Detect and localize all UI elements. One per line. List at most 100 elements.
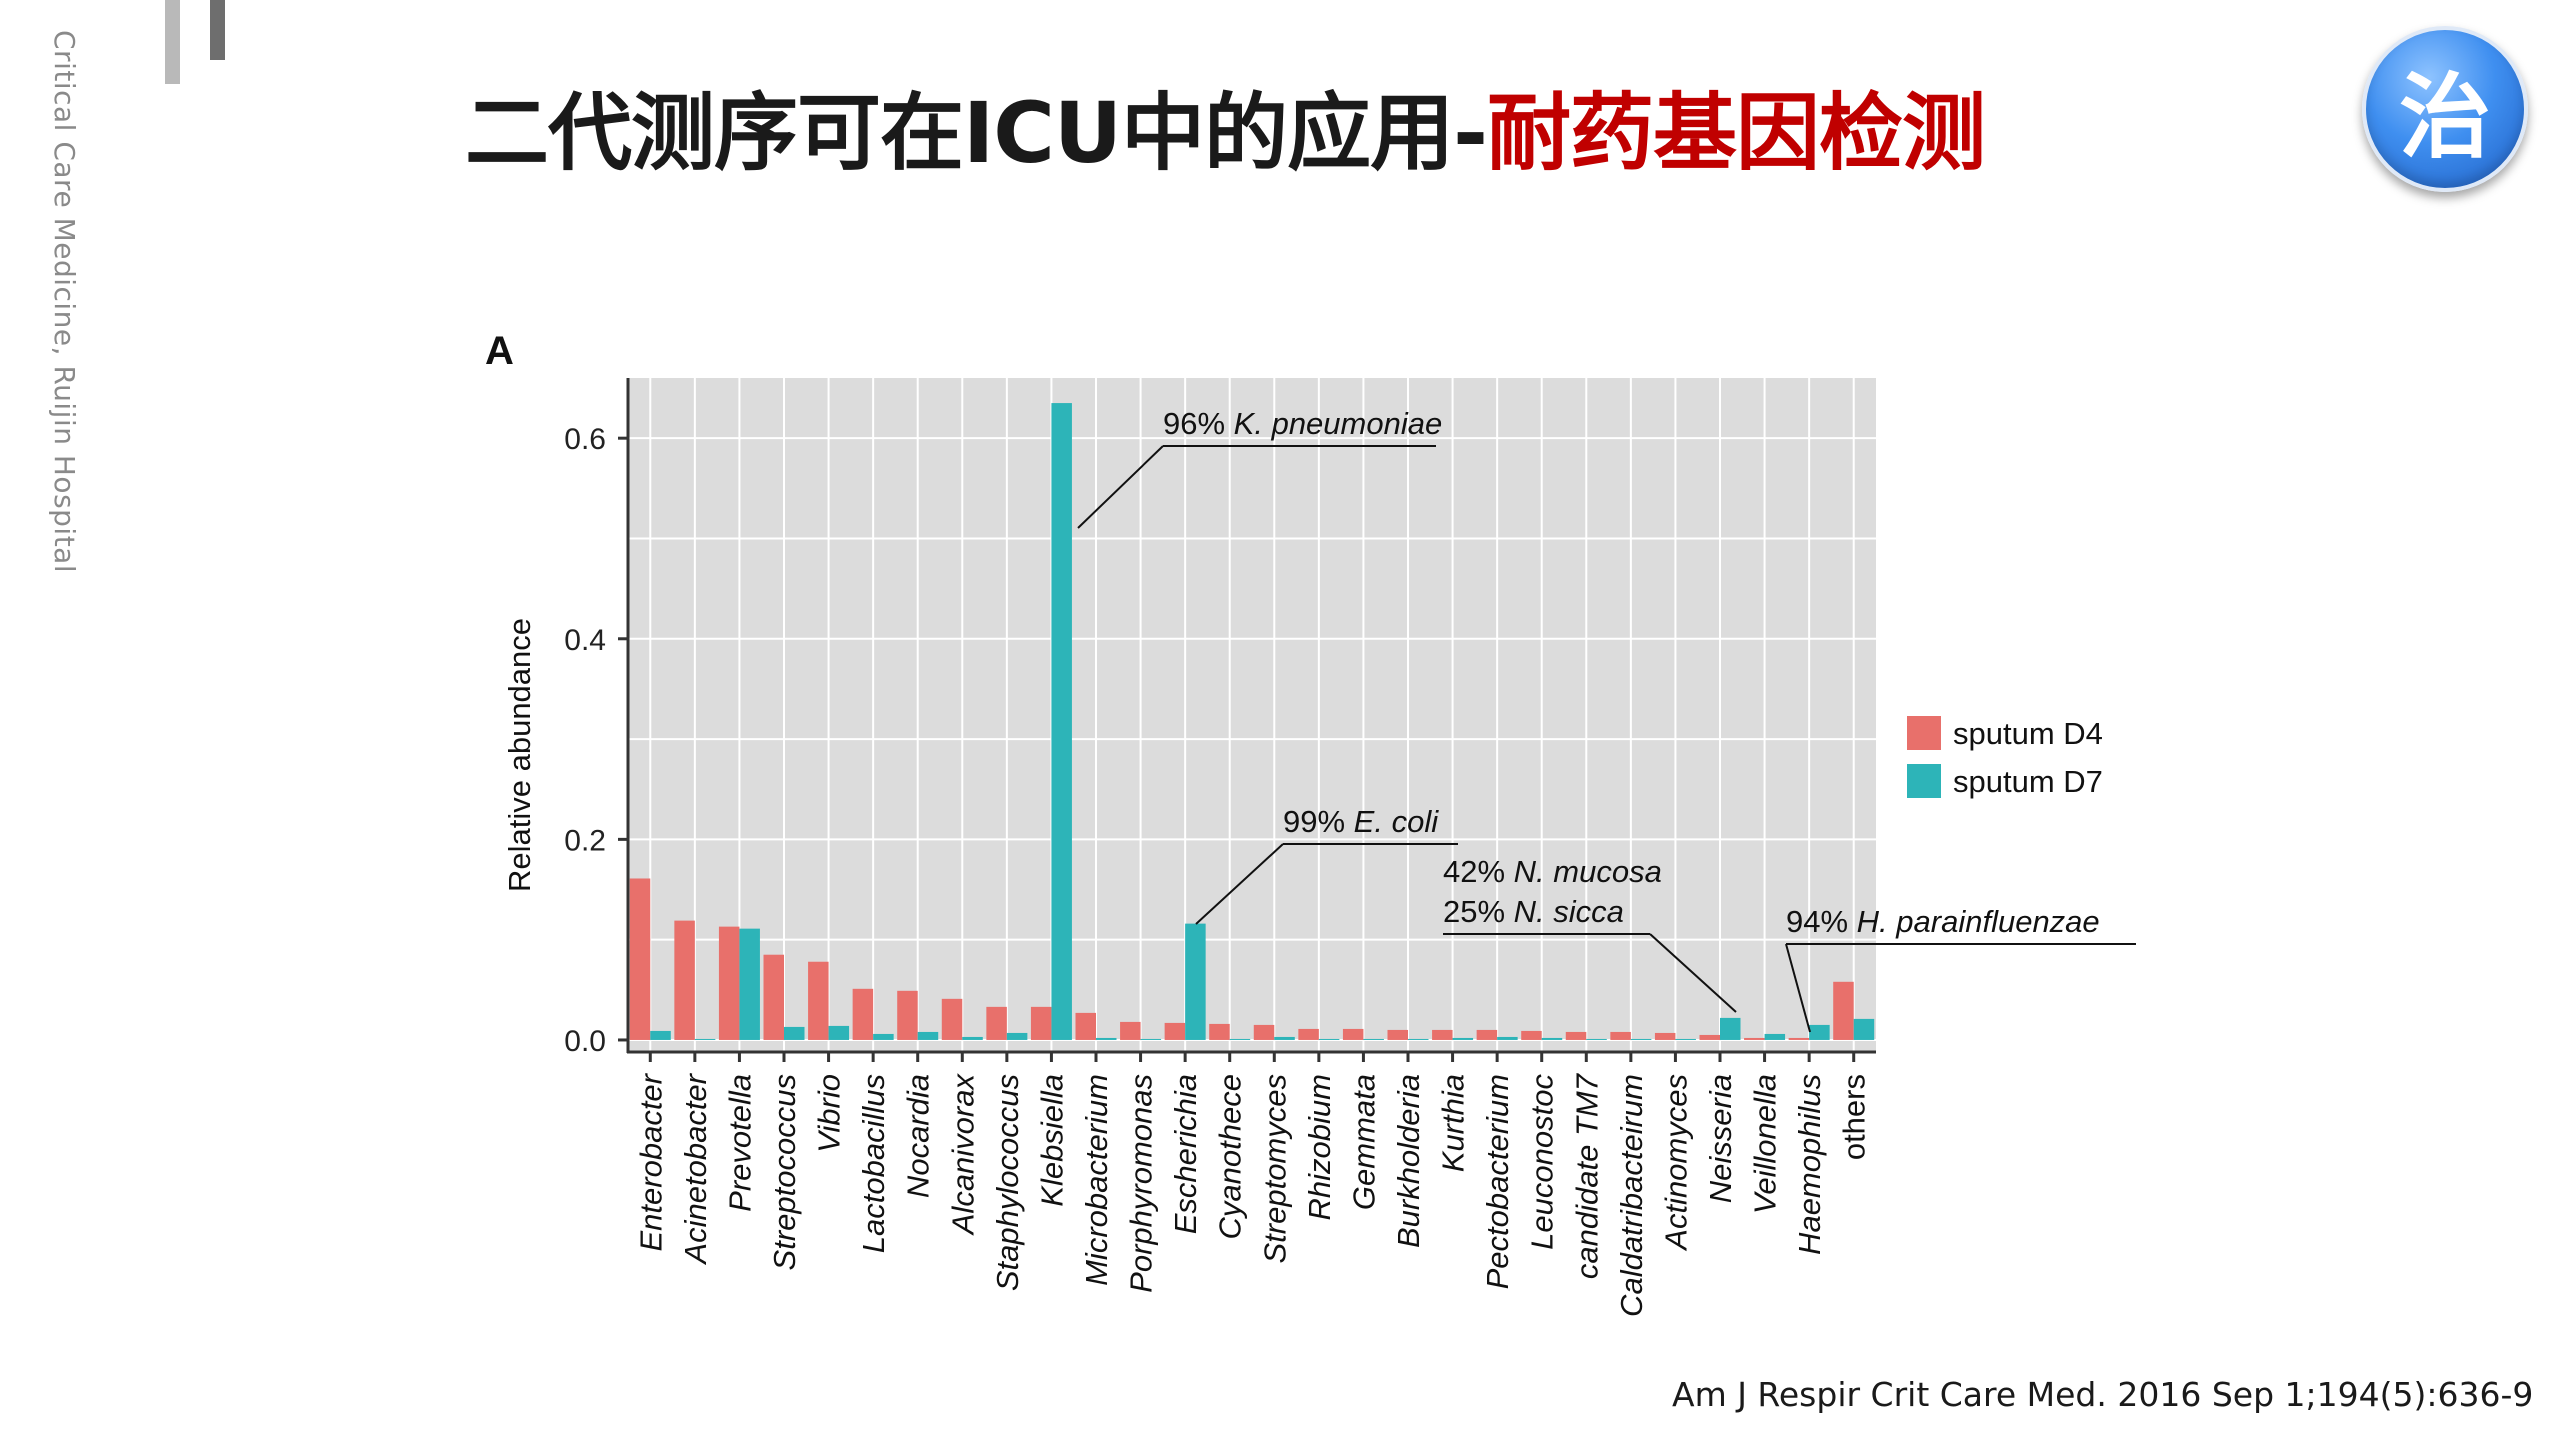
bar-d4-nocardia <box>897 990 918 1040</box>
y-tick-label: 0.0 <box>564 1025 606 1058</box>
x-tick-label: Kurthia <box>1436 1074 1471 1172</box>
annotation-text: 42% N. mucosa <box>1443 854 1662 889</box>
bar-d4-cyanothece <box>1209 1023 1230 1040</box>
bar-d7-lactobacillus <box>873 1033 894 1040</box>
bar-d7-streptomyces <box>1274 1036 1295 1040</box>
bar-d4-klebsiella <box>1030 1006 1052 1040</box>
x-tick-label: Burkholderia <box>1391 1074 1426 1248</box>
legend-key-d7 <box>1907 764 1941 798</box>
x-tick-label: Veillonella <box>1748 1074 1783 1214</box>
bar-d4-prevotella <box>718 926 740 1040</box>
bar-d7-caldatribacteirum <box>1630 1038 1652 1040</box>
annotation-leader-line <box>1195 843 1284 925</box>
bar-d4-gemmata <box>1342 1028 1364 1040</box>
bar-d4-caldatribacteirum <box>1610 1031 1631 1040</box>
x-tick-label: Neisseria <box>1703 1074 1738 1203</box>
annotation-text: 99% E. coli <box>1283 804 1439 839</box>
x-tick-label: Enterobacter <box>633 1072 668 1251</box>
bar-d4-acinetobacter <box>674 920 695 1040</box>
x-tick-label: Pectobacterium <box>1480 1074 1515 1289</box>
bar-d4-actinomyces <box>1654 1032 1676 1040</box>
decorative-bar-dark <box>210 0 225 60</box>
bar-d4-streptomyces <box>1253 1024 1275 1040</box>
annotation-text: 94% H. parainfluenzae <box>1786 904 2100 939</box>
bar-d4-lactobacillus <box>852 988 874 1040</box>
y-axis-title: Relative abundance <box>502 618 537 892</box>
x-tick-label: others <box>1837 1074 1872 1160</box>
x-tick-label: Haemophilus <box>1792 1074 1827 1255</box>
bar-d7-burkholderia <box>1408 1038 1429 1040</box>
x-tick-label: Staphylococcus <box>990 1074 1025 1291</box>
bar-d4-kurthia <box>1432 1029 1453 1040</box>
annotation-text: 25% N. sicca <box>1443 894 1624 929</box>
bar-d4-alcanivorax <box>941 998 963 1040</box>
x-tick-label: Vibrio <box>812 1074 847 1153</box>
x-tick-label: Gemmata <box>1346 1074 1381 1210</box>
bar-d4-others <box>1833 981 1854 1040</box>
bar-d7-streptococcus <box>784 1026 805 1040</box>
bar-d4-escherichia <box>1164 1022 1186 1040</box>
legend-label: sputum D4 <box>1953 716 2103 751</box>
bar-d7-gemmata <box>1363 1038 1384 1040</box>
panel-label: A <box>485 329 514 373</box>
annotation-leader-line <box>1785 943 1811 1033</box>
y-tick-label: 0.6 <box>564 423 606 456</box>
bar-d7-actinomyces <box>1675 1038 1696 1040</box>
bar-d4-leuconostoc <box>1521 1030 1542 1040</box>
bar-d7-pectobacterium <box>1497 1036 1518 1040</box>
bar-d4-rhizobium <box>1298 1028 1319 1040</box>
bar-d4-haemophilus <box>1788 1037 1810 1040</box>
legend-key-d4 <box>1907 716 1941 750</box>
bar-d7-acinetobacter <box>694 1038 716 1040</box>
bar-d7-others <box>1853 1018 1875 1040</box>
bar-d7-porphyromonas <box>1140 1038 1162 1040</box>
bar-d4-microbacterium <box>1075 1012 1096 1040</box>
x-tick-label: candidate TM7 <box>1569 1072 1604 1279</box>
bar-d4-porphyromonas <box>1120 1021 1141 1040</box>
y-tick-label: 0.4 <box>564 624 606 657</box>
bar-d7-neisseria <box>1720 1017 1741 1040</box>
plot-panel <box>628 378 1876 1052</box>
bar-d7-enterobacter <box>650 1030 671 1040</box>
legend-label: sputum D7 <box>1953 764 2103 799</box>
bar-d7-veillonella <box>1764 1033 1786 1040</box>
x-tick-label: Actinomyces <box>1658 1074 1693 1252</box>
bar-d7-candidate-tm7 <box>1586 1038 1607 1040</box>
bar-d7-alcanivorax <box>962 1036 983 1040</box>
page-title: 二代测序可在ICU中的应用-耐药基因检测 <box>465 78 1986 188</box>
x-tick-label: Porphyromonas <box>1124 1074 1159 1293</box>
x-tick-label: Streptomyces <box>1257 1074 1292 1264</box>
page-title-accent: 耐药基因检测 <box>1486 84 1986 182</box>
x-tick-label: Alcanivorax <box>945 1073 980 1237</box>
bar-d4-burkholderia <box>1387 1029 1408 1040</box>
x-tick-label: Streptococcus <box>767 1074 802 1270</box>
y-tick-label: 0.2 <box>564 824 606 857</box>
bar-d4-staphylococcus <box>986 1006 1007 1040</box>
bar-d4-streptococcus <box>763 954 784 1040</box>
bar-d4-pectobacterium <box>1476 1029 1498 1040</box>
bar-d7-kurthia <box>1452 1037 1474 1040</box>
x-tick-label: Lactobacillus <box>856 1074 891 1253</box>
bar-d7-prevotella <box>739 928 760 1040</box>
decorative-bar-light <box>165 0 180 84</box>
bar-d7-microbacterium <box>1096 1037 1117 1040</box>
bar-d7-rhizobium <box>1318 1038 1340 1040</box>
bar-d4-vibrio <box>808 961 829 1040</box>
annotation-leader-line <box>1649 933 1737 1013</box>
x-tick-label: Nocardia <box>901 1074 936 1198</box>
page-title-main: 二代测序可在ICU中的应用- <box>465 84 1488 182</box>
bar-d7-vibrio <box>828 1025 850 1040</box>
bar-d7-klebsiella <box>1051 403 1072 1040</box>
bar-d7-cyanothece <box>1229 1038 1251 1040</box>
x-tick-label: Leuconostoc <box>1525 1074 1560 1250</box>
annotation-text: 96% K. pneumoniae <box>1163 406 1442 441</box>
bar-d4-candidate-tm7 <box>1565 1031 1587 1040</box>
bar-d7-nocardia <box>917 1031 939 1040</box>
bar-d4-enterobacter <box>629 878 651 1040</box>
x-tick-label: Escherichia <box>1168 1074 1203 1234</box>
bar-d4-veillonella <box>1744 1037 1765 1040</box>
x-tick-label: Caldatribacteirum <box>1614 1074 1649 1317</box>
treatment-badge: 治 <box>2362 26 2528 192</box>
x-tick-label: Microbacterium <box>1079 1074 1114 1286</box>
